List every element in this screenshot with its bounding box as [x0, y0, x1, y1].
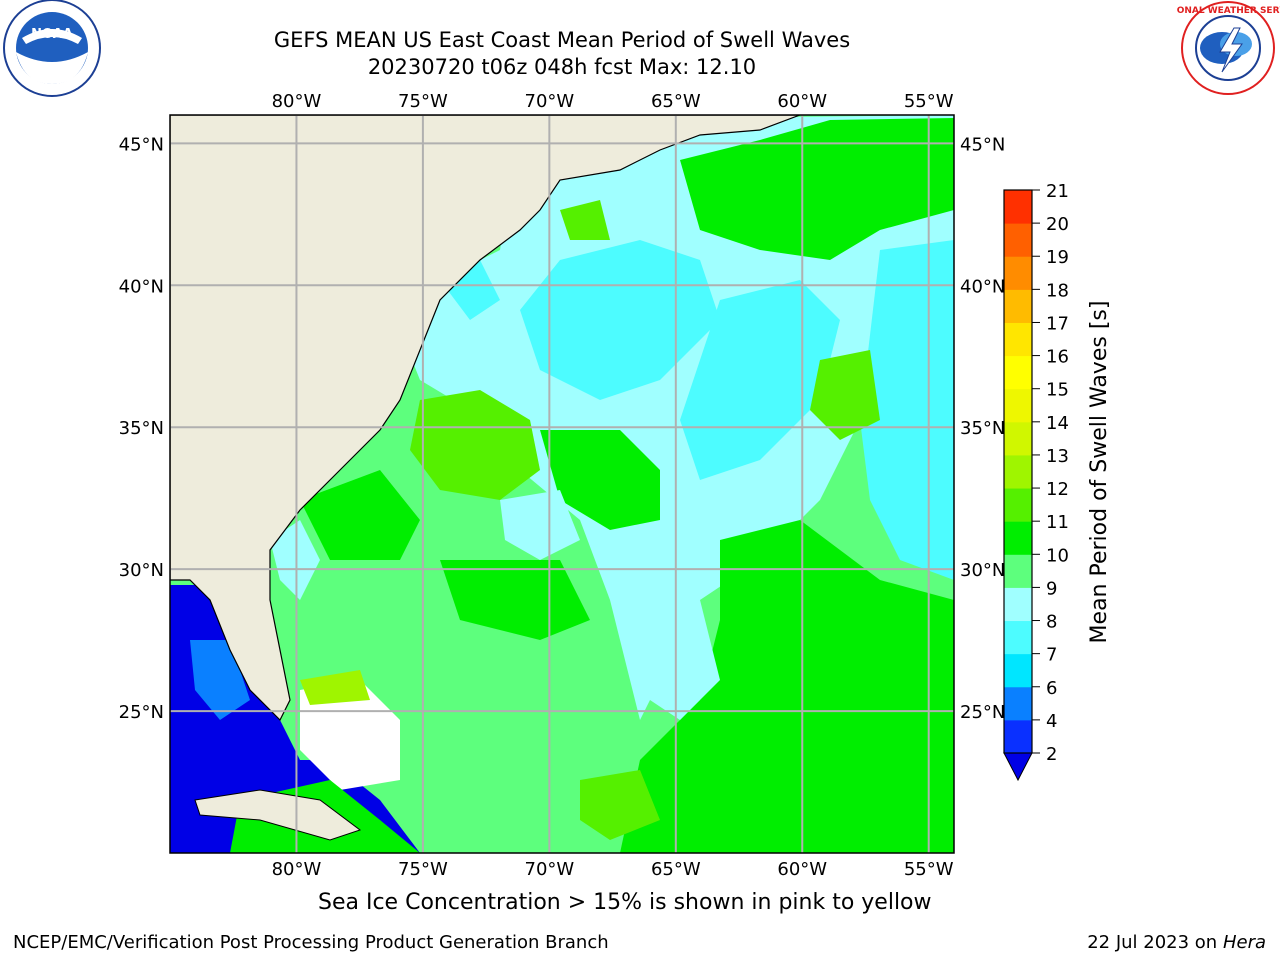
colorbar-tick-label: 9: [1046, 578, 1057, 599]
lat-label-right: 40°N: [960, 276, 1005, 297]
colorbar-tick-label: 2: [1046, 744, 1057, 765]
footer-date: 22 Jul 2023 on: [1087, 932, 1223, 953]
lon-label-bottom: 80°W: [272, 859, 322, 880]
colorbar-swatch: [1004, 289, 1032, 323]
colorbar-tick-label: 7: [1046, 645, 1057, 666]
nws-logo-icon: NATIONAL WEATHER SERVICE: [1176, 1, 1280, 95]
lon-label-top: 65°W: [651, 91, 701, 112]
footer-right: 22 Jul 2023 on Hera: [1087, 932, 1266, 953]
lat-label-right: 25°N: [960, 702, 1005, 723]
colorbar-swatch: [1004, 587, 1032, 622]
lon-label-bottom: 60°W: [777, 859, 827, 880]
lon-label-bottom: 55°W: [904, 859, 954, 880]
colorbar-swatch: [1004, 256, 1032, 290]
title-line-1: GEFS MEAN US East Coast Mean Period of S…: [273, 28, 851, 52]
colorbar-swatch: [1004, 388, 1032, 423]
colorbar-swatch: [1004, 620, 1032, 655]
colorbar-tick-label: 4: [1046, 711, 1057, 732]
colorbar-tick-label: 16: [1046, 347, 1069, 368]
lon-label-top: 75°W: [398, 91, 448, 112]
land-cuba: [194, 789, 362, 841]
lat-label-right: 30°N: [960, 560, 1005, 581]
lat-label-left: 25°N: [119, 702, 164, 723]
title-line-2: 20230720 t06z 048h fcst Max: 12.10: [367, 55, 757, 79]
nws-logo-text: NATIONAL WEATHER SERVICE: [1176, 6, 1280, 16]
swell-field: [170, 115, 954, 853]
colorbar-tick-label: 11: [1046, 512, 1069, 533]
colorbar-tick-label: 20: [1046, 214, 1069, 235]
colorbar-swatch: [1004, 223, 1032, 257]
colorbar-swatch: [1004, 653, 1032, 688]
colorbar-tick-label: 21: [1046, 181, 1069, 202]
lon-label-bottom: 70°W: [525, 859, 575, 880]
colorbar-frame: [1003, 189, 1033, 754]
colorbar-swatch: [1004, 421, 1032, 456]
colorbar-swatch: [1004, 454, 1032, 489]
lon-label-top: 70°W: [525, 91, 575, 112]
colorbar-swatch: [1004, 355, 1032, 390]
colorbar-tick-label: 17: [1046, 313, 1069, 334]
colorbar-under-triangle: [1003, 752, 1033, 782]
colorbar-swatch: [1004, 719, 1032, 754]
lon-label-top: 55°W: [904, 91, 954, 112]
lon-label-top: 80°W: [272, 91, 322, 112]
colorbar-ticks: 2 4 6 7 8 9 10 11 12 13 14 15 16 17 18 19 20 21: [1032, 181, 1069, 765]
colorbar-swatch: [1004, 521, 1032, 555]
colorbar-tick-label: 10: [1046, 545, 1069, 566]
lat-label-right: 45°N: [960, 134, 1005, 155]
lat-label-left: 45°N: [119, 134, 164, 155]
colorbar-tick-label: 18: [1046, 280, 1069, 301]
colorbar-label: Mean Period of Swell Waves [s]: [1087, 301, 1112, 644]
colorbar-tick-label: 6: [1046, 678, 1057, 699]
lat-label-left: 30°N: [119, 560, 164, 581]
noaa-logo-icon: NOAA: [3, 0, 101, 97]
colorbar-tick-label: 19: [1046, 247, 1069, 268]
gridlines: [170, 115, 954, 853]
colorbar-swatch: [1004, 322, 1032, 357]
colorbar-tick-label: 15: [1046, 380, 1069, 401]
lon-label-bottom: 75°W: [398, 859, 448, 880]
colorbar-swatches: [1004, 190, 1032, 754]
land-mass: [170, 115, 801, 722]
colorbar-swatch: [1004, 686, 1032, 721]
lon-label-top: 60°W: [777, 91, 827, 112]
sea-ice-caption: Sea Ice Concentration > 15% is shown in …: [318, 890, 932, 915]
colorbar-tick-label: 8: [1046, 612, 1057, 633]
footer-left: NCEP/EMC/Verification Post Processing Pr…: [13, 932, 609, 953]
longitude-labels: 80°W 80°W 75°W 75°W 70°W 70°W 65°W 65°W 60°W 60°W…: [272, 91, 954, 880]
lat-label-right: 35°N: [960, 418, 1005, 439]
latitude-labels: 45°N 45°N 40°N 40°N 35°N 35°N 30°N 30°N 25°N 25°N: [119, 134, 1006, 723]
lat-label-left: 35°N: [119, 418, 164, 439]
lat-label-left: 40°N: [119, 276, 164, 297]
colorbar-tick-label: 13: [1046, 446, 1069, 467]
colorbar-swatch: [1004, 190, 1032, 224]
colorbar-swatch: [1004, 554, 1032, 588]
colorbar-swatch: [1004, 488, 1032, 522]
footer-host: Hera: [1222, 932, 1266, 953]
colorbar-tick-label: 14: [1046, 413, 1069, 434]
noaa-logo-text: NOAA: [31, 27, 73, 42]
map-frame: [169, 114, 955, 854]
colorbar-tick-label: 12: [1046, 479, 1069, 500]
lon-label-bottom: 65°W: [651, 859, 701, 880]
